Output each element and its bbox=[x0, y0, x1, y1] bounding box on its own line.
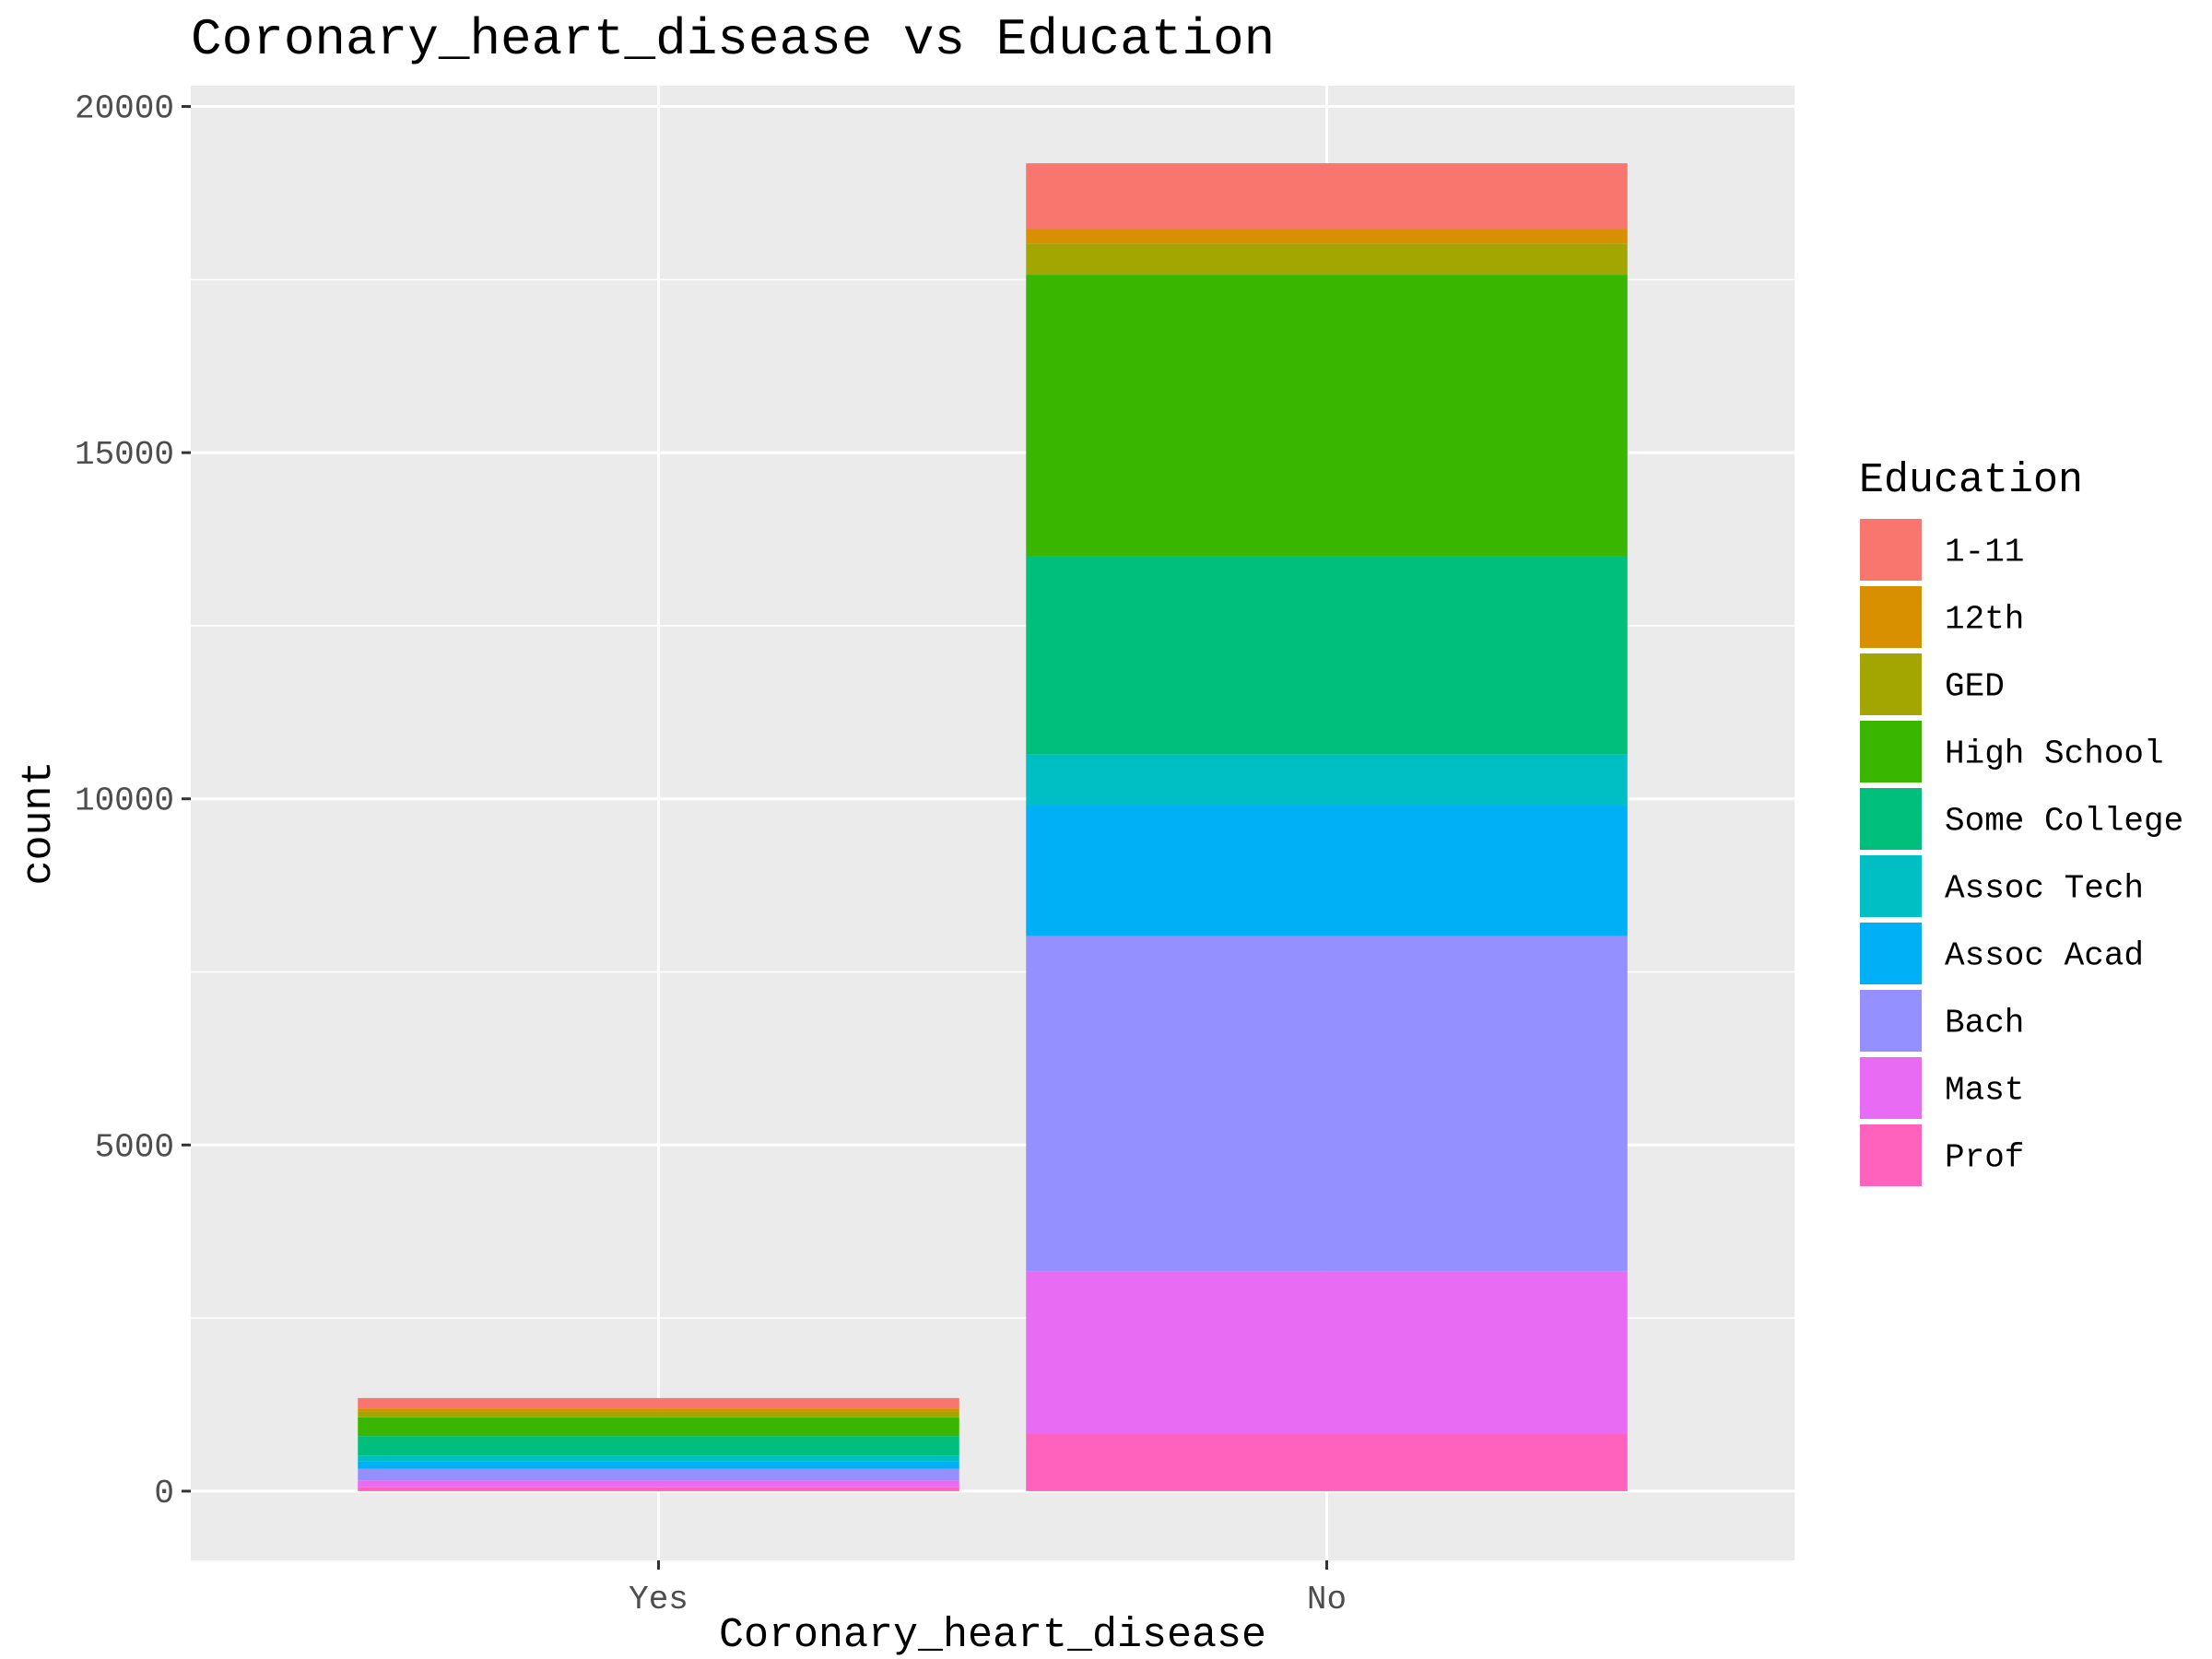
bar-segment bbox=[1026, 229, 1628, 244]
x-tick-label: No bbox=[1307, 1581, 1347, 1618]
y-tick-label: 20000 bbox=[75, 90, 174, 128]
y-axis: 0 5000 10000 15000 20000 bbox=[75, 90, 191, 1512]
legend-key bbox=[1858, 988, 1924, 1053]
bar-segment bbox=[1026, 754, 1628, 806]
legend-label: Assoc Tech bbox=[1945, 870, 2144, 908]
bar-segment bbox=[358, 1480, 959, 1488]
bar-segment bbox=[1026, 556, 1628, 755]
bar-segment bbox=[358, 1411, 959, 1418]
bar-segment bbox=[358, 1417, 959, 1437]
bar-segment bbox=[1026, 163, 1628, 229]
legend-key bbox=[1858, 853, 1924, 919]
y-tick-label: 15000 bbox=[75, 436, 174, 474]
legend-label: High School bbox=[1945, 735, 2164, 773]
y-tick-label: 5000 bbox=[95, 1128, 174, 1166]
bar-segment bbox=[1026, 805, 1628, 936]
bar-segment bbox=[358, 1436, 959, 1456]
legend-key bbox=[1858, 921, 1924, 986]
legend-label: Assoc Acad bbox=[1945, 937, 2144, 975]
y-tick-label: 10000 bbox=[75, 782, 174, 820]
legend-label: 1-11 bbox=[1945, 534, 2024, 571]
x-axis-title: Coronary_heart_disease bbox=[719, 1612, 1266, 1659]
bars bbox=[358, 163, 1628, 1491]
x-axis: Yes No bbox=[629, 1560, 1347, 1618]
legend-key bbox=[1858, 652, 1924, 717]
chart-title: Coronary_heart_disease vs Education bbox=[191, 10, 1275, 69]
legend-key bbox=[1858, 584, 1924, 650]
legend-title: Education bbox=[1859, 457, 2083, 504]
legend-key bbox=[1858, 1123, 1924, 1188]
x-tick-label: Yes bbox=[629, 1581, 688, 1618]
legend-key bbox=[1858, 1055, 1924, 1121]
legend-label: Mast bbox=[1945, 1072, 2024, 1110]
legend-label: Prof bbox=[1945, 1139, 2024, 1177]
bar-segment bbox=[358, 1408, 959, 1412]
legend-key bbox=[1858, 517, 1924, 582]
legend-label: 12th bbox=[1945, 601, 2024, 639]
bar-segment bbox=[1026, 243, 1628, 276]
y-axis-title: count bbox=[16, 760, 63, 885]
bar-segment bbox=[1026, 275, 1628, 557]
bar-segment bbox=[358, 1487, 959, 1491]
bar-segment bbox=[358, 1397, 959, 1409]
legend-label: Some College bbox=[1945, 803, 2183, 841]
bar-segment bbox=[358, 1455, 959, 1462]
legend-label: GED bbox=[1945, 668, 2005, 706]
legend-label: Bach bbox=[1945, 1005, 2024, 1042]
bar-segment bbox=[1026, 935, 1628, 1272]
bar-segment bbox=[1026, 1433, 1628, 1491]
y-tick-label: 0 bbox=[154, 1475, 174, 1512]
legend-key bbox=[1858, 719, 1924, 784]
bar-segment bbox=[1026, 1271, 1628, 1434]
bar-segment bbox=[358, 1468, 959, 1481]
legend-key bbox=[1858, 786, 1924, 852]
legend: Education 1-11 12th GED High School Some Col… bbox=[1858, 457, 2183, 1188]
bar-segment bbox=[358, 1461, 959, 1469]
